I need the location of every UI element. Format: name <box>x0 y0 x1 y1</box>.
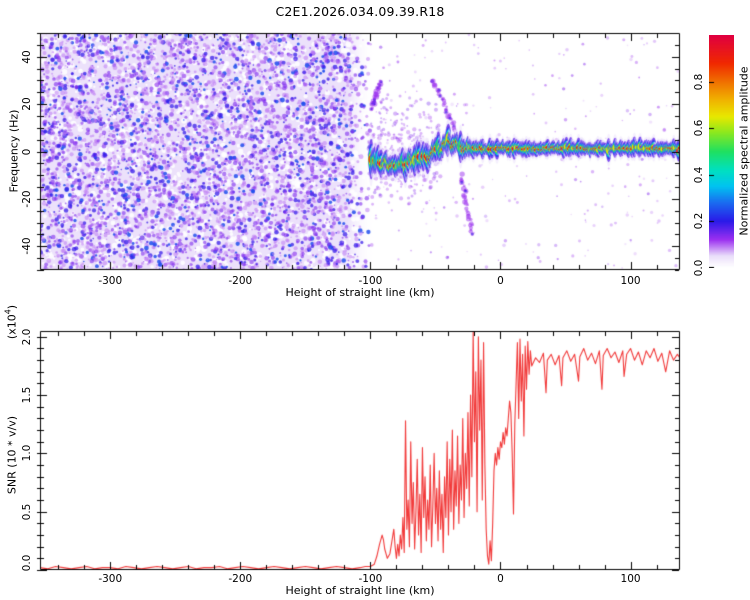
snr-x-tick-label: -300 <box>98 573 123 585</box>
snr-x-tick-label: -200 <box>228 573 253 585</box>
spectrogram-y-tick-label: -20 <box>21 190 33 208</box>
spectrogram-y-tick-label: -40 <box>21 237 33 255</box>
spectrogram-y-tick-label: 20 <box>21 97 33 111</box>
spectrogram-canvas <box>28 21 692 282</box>
spectrogram-x-axis-label: Height of straight line (km) <box>285 286 435 299</box>
spectrogram-x-tick-label: -200 <box>228 275 253 287</box>
snr-x-tick-label: 100 <box>620 573 641 585</box>
snr-x-tick-label: 0 <box>497 573 504 585</box>
snr-y-tick-label: 1.5 <box>21 386 33 404</box>
snr-y-tick-label: 1.0 <box>21 445 33 462</box>
spectrogram-x-tick-label: -100 <box>358 275 383 287</box>
snr-x-axis-label: Height of straight line (km) <box>285 584 435 597</box>
figure-title: C2E1.2026.034.09.39.R18 <box>275 4 445 19</box>
colorbar-tick-label: 0.8 <box>693 73 705 90</box>
colorbar-tick-label: 0.0 <box>693 259 705 277</box>
spectrogram-y-axis-label: Frequency (Hz) <box>7 109 21 193</box>
colorbar-tick-label: 0.2 <box>693 213 705 230</box>
spectrogram-x-tick-label: 100 <box>620 275 641 287</box>
snr-canvas <box>28 319 692 582</box>
snr-y-axis-label: SNR (10 * v/v) <box>5 415 19 495</box>
snr-y-axis-scale-label: (x104) <box>3 304 19 340</box>
colorbar-tick-label: 0.6 <box>693 119 705 137</box>
spectrogram-y-tick-label: 0 <box>21 148 33 155</box>
snr-y-tick-label: 0.5 <box>21 503 33 521</box>
spectrogram-y-tick-label: 40 <box>21 50 33 64</box>
colorbar-canvas <box>709 35 734 268</box>
snr-y-tick-label: 2.0 <box>21 328 33 346</box>
snr-y-tick-label: 0.0 <box>21 554 33 572</box>
spectrogram-x-tick-label: -300 <box>98 275 123 287</box>
colorbar-tick-label: 0.4 <box>693 166 705 184</box>
snr-x-tick-label: -100 <box>358 573 383 585</box>
colorbar-label: Normalized spectral amplitude <box>737 66 750 236</box>
spectrogram-x-tick-label: 0 <box>497 275 504 287</box>
